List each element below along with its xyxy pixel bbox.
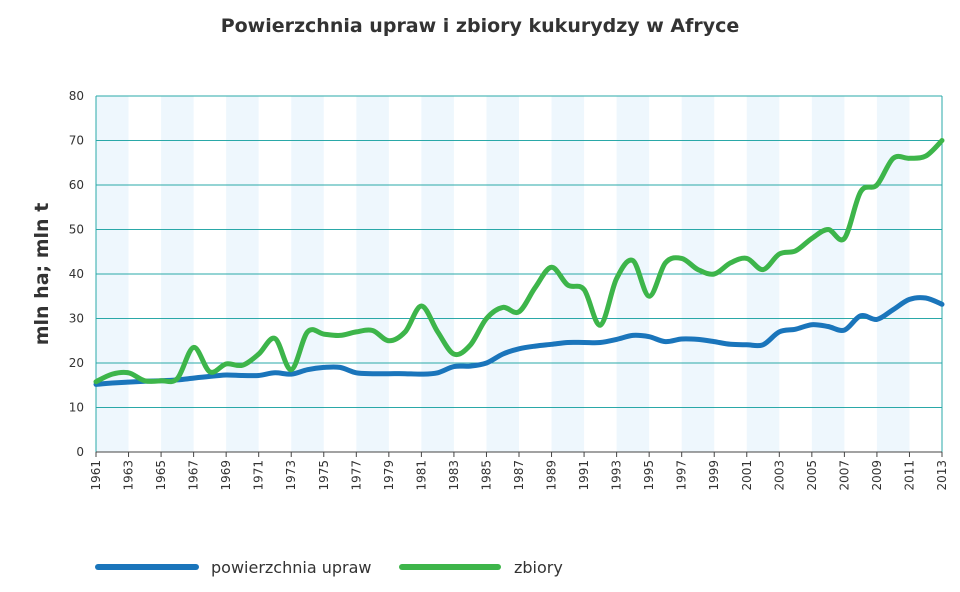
y-tick-labels: 0 10 20 30 40 50 60 70 80 <box>69 89 84 459</box>
x-tick-label: 2005 <box>805 460 819 491</box>
x-tick-label: 1961 <box>89 460 103 491</box>
x-tick-label: 1977 <box>349 460 363 491</box>
x-tick-label: 1969 <box>219 460 233 491</box>
y-axis-label: mln ha; mln t <box>31 203 53 346</box>
legend-label-area: powierzchnia upraw <box>211 558 371 577</box>
legend-label-harvest: zbiory <box>514 558 563 577</box>
y-tick-label: 40 <box>69 267 84 281</box>
x-tick-label: 1999 <box>707 460 721 491</box>
x-tick-label: 1975 <box>317 460 331 491</box>
x-tick-label: 1983 <box>447 460 461 491</box>
y-tick-label: 60 <box>69 178 84 192</box>
x-tick-label: 2007 <box>837 460 851 491</box>
x-tick-label: 2001 <box>740 460 754 491</box>
x-tick-label: 1993 <box>610 460 624 491</box>
y-tick-label: 70 <box>69 134 84 148</box>
x-tick-label: 1997 <box>675 460 689 491</box>
x-tick-label: 1995 <box>642 460 656 491</box>
y-tick-label: 20 <box>69 356 84 370</box>
x-tick-label: 1985 <box>479 460 493 491</box>
y-tick-label: 30 <box>69 312 84 326</box>
x-tick-label: 1991 <box>577 460 591 491</box>
series-lines <box>93 138 945 387</box>
x-tick-label: 2013 <box>935 460 949 491</box>
legend: powierzchnia upraw zbiory <box>95 558 563 577</box>
x-tick-label: 1967 <box>187 460 201 491</box>
series-line-harvest <box>93 138 945 385</box>
x-tick-label: 1987 <box>512 460 526 491</box>
x-tick-label: 1971 <box>252 460 266 491</box>
x-tick-label: 2011 <box>902 460 916 491</box>
series-line-area <box>93 295 945 387</box>
x-tick-label: 1979 <box>382 460 396 491</box>
x-tick-label: 2009 <box>870 460 884 491</box>
y-tick-label: 50 <box>69 223 84 237</box>
y-tick-label: 10 <box>69 401 84 415</box>
x-tick-label: 1973 <box>284 460 298 491</box>
x-tick-labels: 1961 1963 1965 1967 1969 1971 1973 1975 1977 1979… <box>89 452 949 491</box>
x-tick-label: 1989 <box>545 460 559 491</box>
chart-title: Powierzchnia upraw i zbiory kukurydzy w … <box>221 15 740 37</box>
y-tick-label: 80 <box>69 89 84 103</box>
y-tick-label: 0 <box>76 445 84 459</box>
x-tick-label: 2003 <box>772 460 786 491</box>
x-tick-label: 1963 <box>122 460 136 491</box>
x-tick-label: 1981 <box>414 460 428 491</box>
x-tick-label: 1965 <box>154 460 168 491</box>
